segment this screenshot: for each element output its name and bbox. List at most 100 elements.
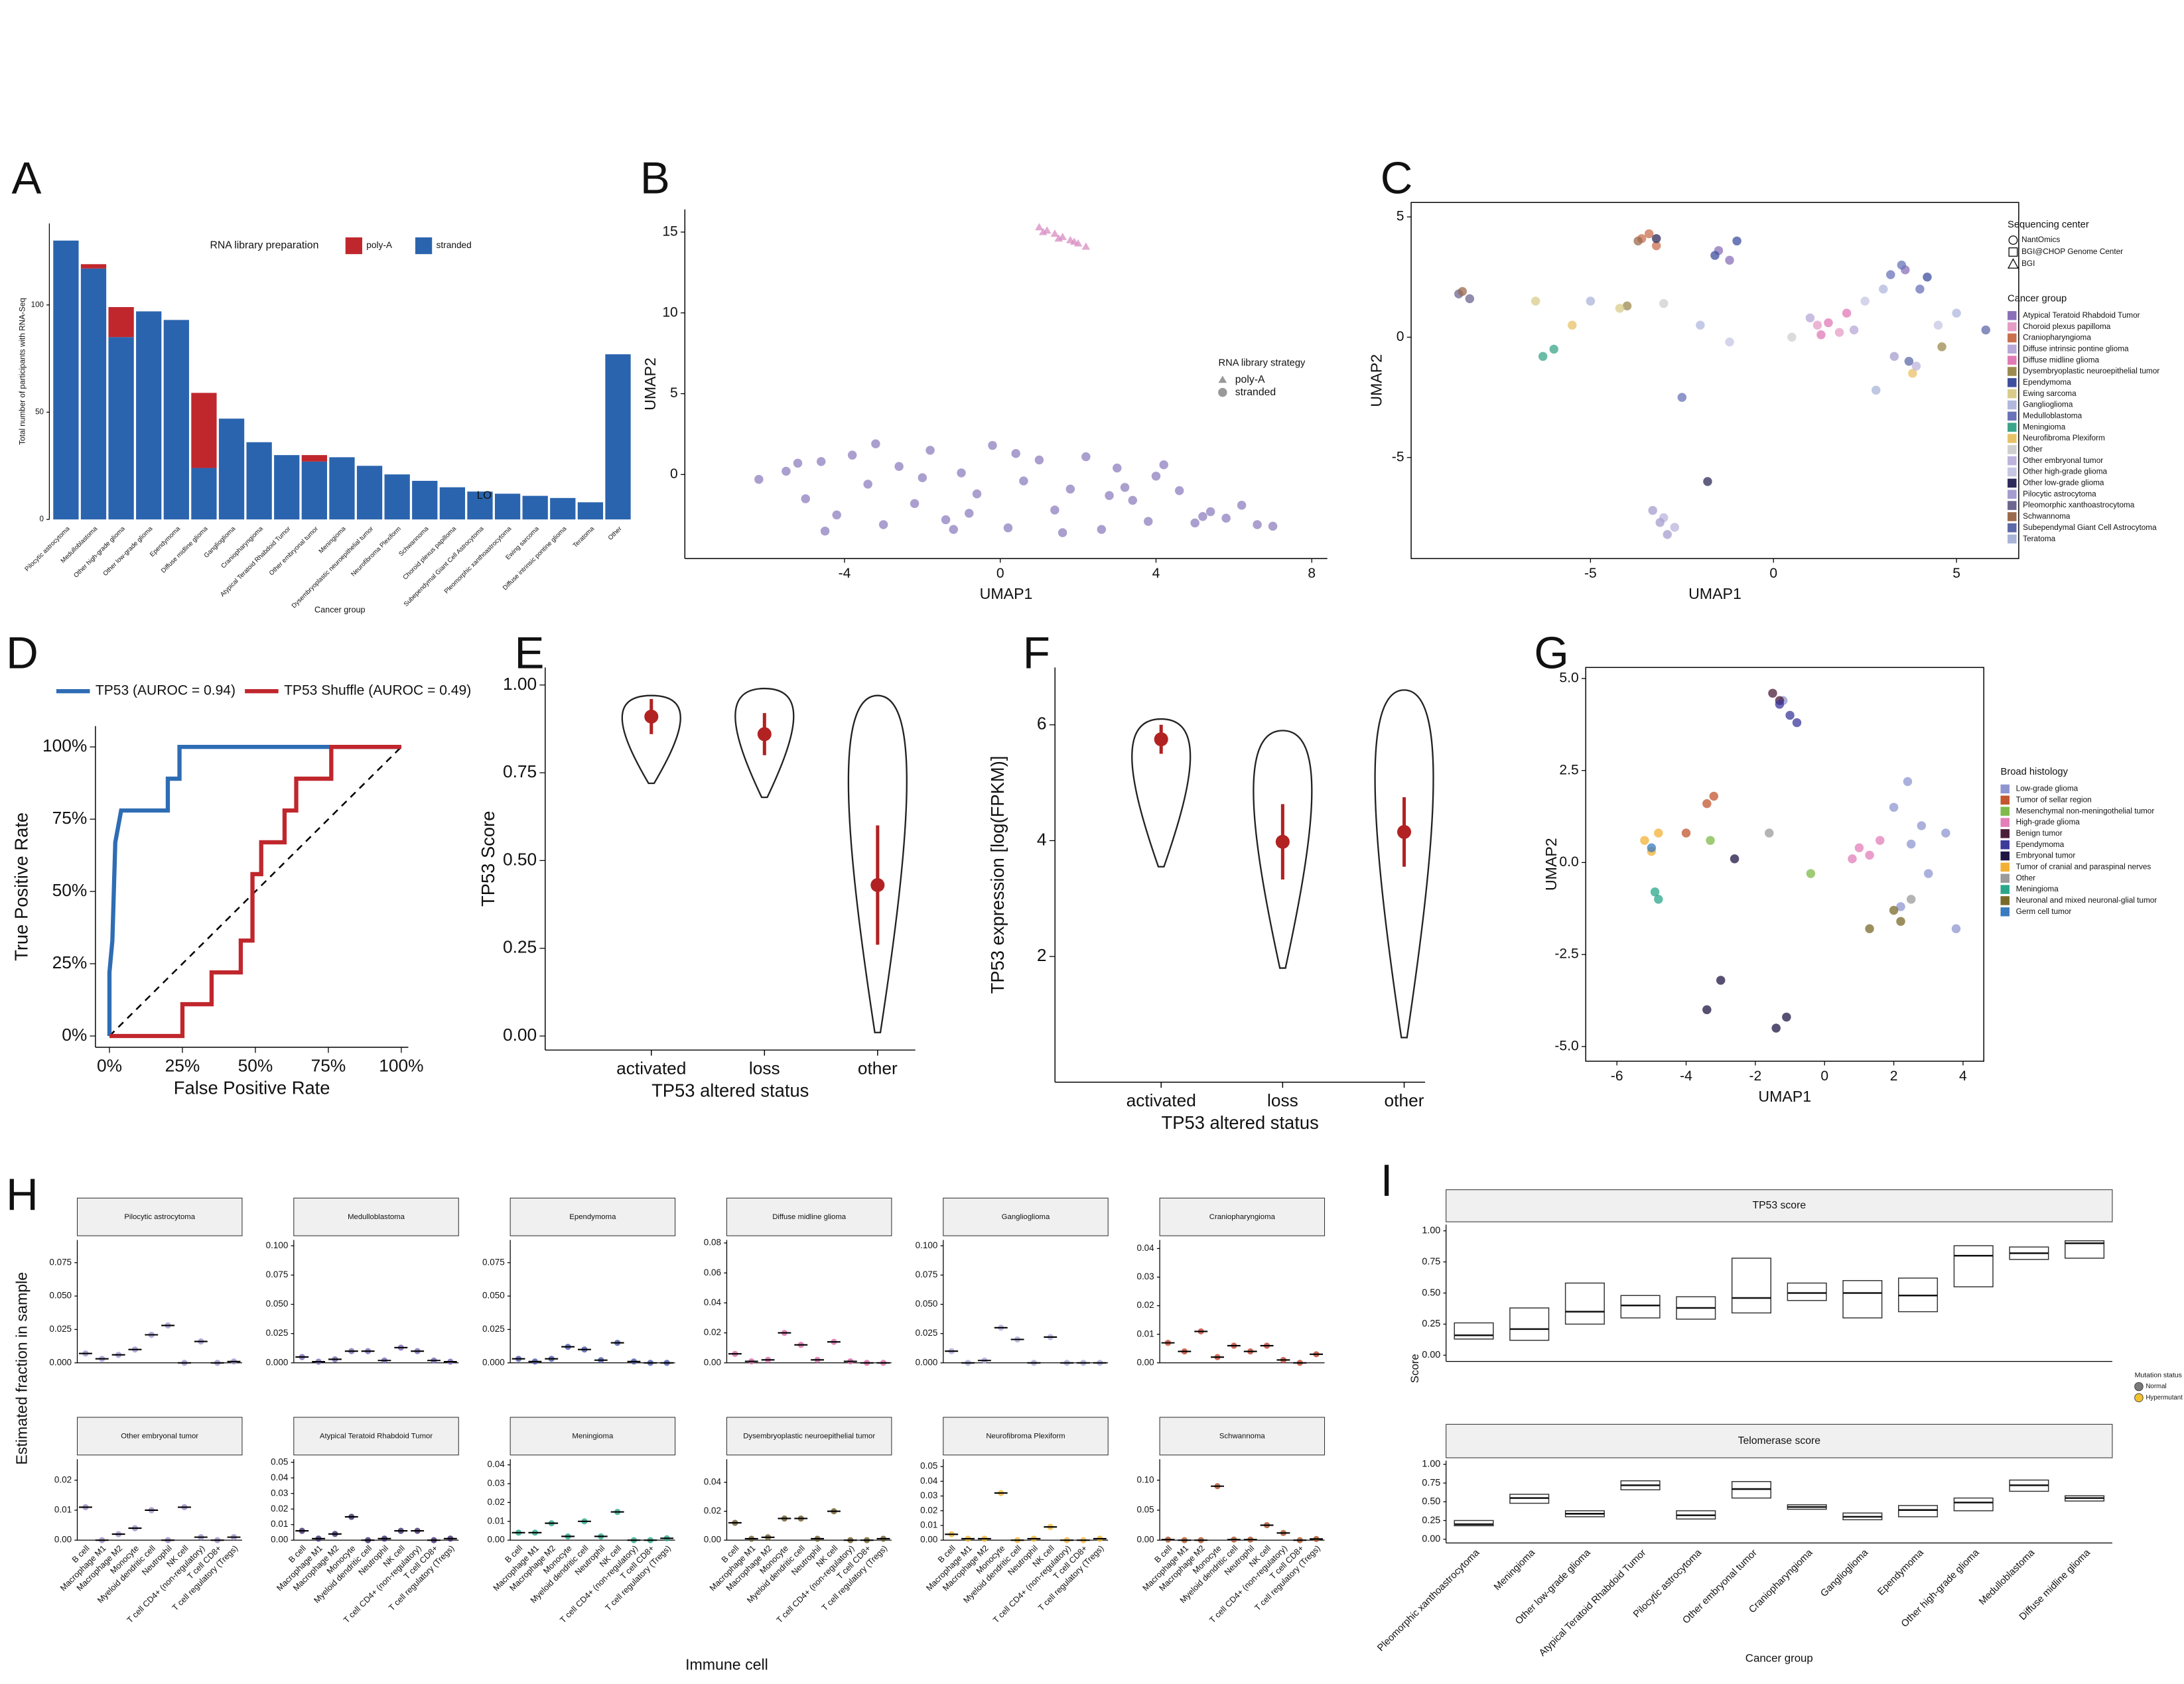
legend-swatch — [2008, 523, 2017, 533]
y-tick-label: 0.06 — [704, 1267, 721, 1277]
bar — [329, 457, 355, 520]
y-tick-label: 0.50 — [503, 849, 537, 869]
point — [1842, 308, 1852, 318]
legend-shape — [2008, 258, 2019, 269]
facet-title: Diffuse midline glioma — [772, 1213, 847, 1221]
point — [1058, 528, 1067, 537]
point — [1655, 517, 1665, 527]
legend-label: Normal — [2146, 1383, 2166, 1390]
y-tick-label: 0.00 — [54, 1535, 72, 1545]
point — [1725, 255, 1734, 265]
facet-strip — [1446, 1423, 2113, 1458]
facet-title: Telomerase score — [1738, 1435, 1821, 1447]
point — [1633, 236, 1643, 246]
facet-strip — [510, 1197, 676, 1236]
y-tick-label: 0.00 — [1136, 1357, 1154, 1367]
y-tick-label: 2 — [1037, 945, 1047, 965]
y-tick-label: -2.5 — [1554, 946, 1578, 962]
box — [1454, 1322, 1494, 1340]
legend-label: Neuronal and mixed neuronal-glial tumor — [2016, 896, 2157, 905]
point — [1768, 688, 1777, 698]
y-tick-label: 0.00 — [487, 1535, 504, 1545]
legend-label: Other embryonal tumor — [2023, 456, 2103, 465]
point — [1933, 320, 1943, 330]
y-tick-label: 0.05 — [271, 1457, 288, 1466]
plot-frame — [1585, 667, 1984, 1062]
y-tick-label: 0.25 — [1422, 1319, 1440, 1329]
y-tick-label: 0.75 — [1422, 1256, 1440, 1267]
legend-swatch — [2008, 534, 2017, 544]
x-tick-label: -4 — [1680, 1069, 1692, 1084]
point — [1128, 495, 1138, 505]
y-tick-label: 1.00 — [1422, 1459, 1440, 1470]
point — [1785, 710, 1795, 720]
legend-swatch — [2000, 874, 2010, 883]
bar — [274, 455, 300, 520]
y-tick-label: 0.02 — [1136, 1300, 1154, 1310]
y-tick-label: 0.00 — [704, 1535, 721, 1545]
legend-label: Ewing sarcoma — [2023, 389, 2077, 398]
y-tick-label: 0.025 — [49, 1324, 72, 1334]
panel-letter: H — [6, 1170, 38, 1220]
y-tick-label: 0.02 — [704, 1327, 721, 1337]
box — [1731, 1258, 1771, 1314]
x-tick-label: -2 — [1749, 1069, 1762, 1084]
bar — [108, 337, 134, 520]
legend-swatch — [2000, 851, 2010, 861]
x-tick-label: activated — [1126, 1090, 1196, 1110]
bar — [80, 264, 107, 269]
point — [1703, 477, 1712, 486]
point — [972, 489, 982, 499]
y-tick-label: 0.075 — [266, 1269, 289, 1279]
mean-point — [1275, 834, 1290, 849]
point — [816, 457, 826, 466]
y-tick-label: 5 — [670, 385, 678, 401]
x-tick-label: 25% — [165, 1055, 200, 1075]
y-tick-label: 0 — [670, 466, 678, 482]
point — [1198, 512, 1207, 521]
legend-shape — [1218, 387, 1227, 397]
facet-strip — [943, 1417, 1109, 1456]
point — [1038, 227, 1048, 235]
mean-point — [757, 727, 772, 742]
x-tick-label: 100% — [379, 1055, 423, 1075]
legend-label: Choroid plexus papilloma — [2023, 322, 2111, 331]
y-tick-label: 0.05 — [1136, 1504, 1154, 1514]
bar — [301, 461, 327, 520]
legend-swatch — [2000, 829, 2010, 838]
facet-strip — [726, 1417, 892, 1456]
mean-point — [1397, 824, 1412, 839]
point — [941, 515, 951, 525]
legend-swatch — [2134, 1382, 2144, 1392]
point — [1915, 285, 1925, 294]
panel-letter: A — [12, 153, 42, 203]
point — [1725, 337, 1734, 347]
y-tick-label: 0.100 — [266, 1240, 289, 1250]
facet-strip — [76, 1417, 243, 1456]
point — [1765, 828, 1774, 838]
bar — [577, 502, 604, 520]
panel-letter: G — [1534, 628, 1568, 678]
point — [1908, 369, 1917, 378]
y-tick-label: 75% — [52, 808, 88, 828]
legend-swatch — [2000, 818, 2010, 827]
y-tick-label: 0.02 — [920, 1505, 937, 1515]
point — [1105, 491, 1114, 500]
legend-label: Other — [2023, 445, 2043, 454]
y-tick-label: 0.04 — [704, 1297, 722, 1307]
point — [1889, 352, 1899, 361]
point — [801, 494, 810, 503]
facet-title: Atypical Teratoid Rhabdoid Tumor — [320, 1432, 433, 1440]
bar — [108, 306, 134, 338]
legend-swatch — [2008, 478, 2017, 488]
violin — [734, 687, 795, 799]
y-tick-label: 2.5 — [1559, 762, 1578, 777]
point — [1034, 455, 1044, 465]
legend-label: poly-A — [366, 240, 393, 250]
y-tick-label: 0.25 — [1422, 1515, 1440, 1525]
point — [1538, 352, 1548, 361]
panel-letter: C — [1381, 153, 1413, 203]
point — [1732, 236, 1741, 246]
point — [1019, 476, 1028, 486]
